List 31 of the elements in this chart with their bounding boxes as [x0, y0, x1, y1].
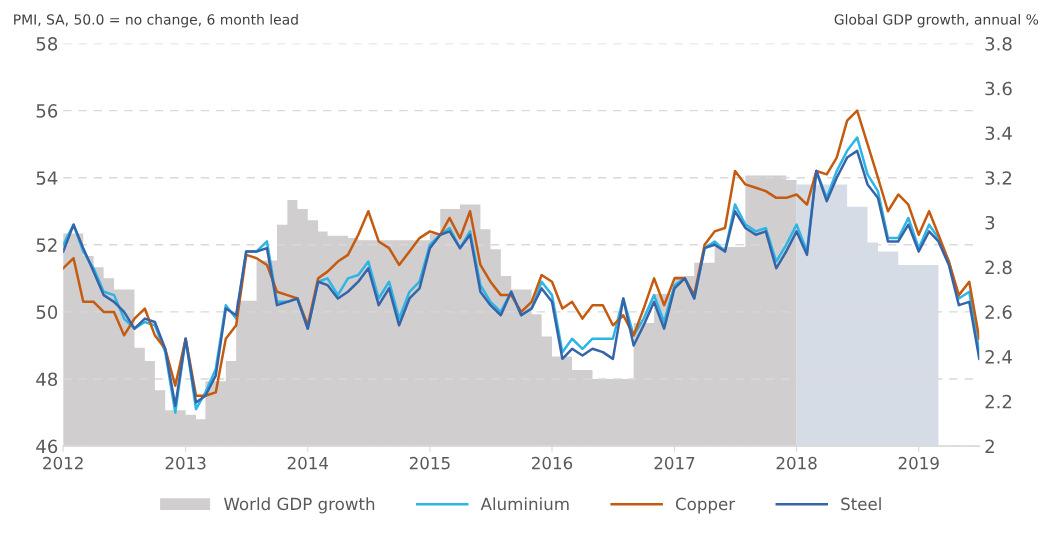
x-tick-label: 2015 — [409, 456, 450, 470]
y-tick-label: 48 — [36, 372, 58, 387]
legend-label: World GDP growth — [223, 497, 375, 514]
y2-tick-label: 3.2 — [985, 171, 1012, 185]
y2-tick-label: 3 — [985, 215, 995, 230]
x-tick-label: 2017 — [654, 456, 695, 470]
y2-tick-label: 2.4 — [985, 350, 1012, 364]
y2-axis-title: Global GDP growth, annual % — [834, 13, 1039, 28]
y-tick-label: 46 — [36, 439, 58, 454]
y-tick-label: 54 — [36, 171, 58, 185]
x-tick-label: 2012 — [43, 456, 83, 470]
legend-label: Aluminium — [480, 497, 569, 511]
y2-tick-label: 2.8 — [985, 260, 1012, 275]
legend-label: Copper — [675, 497, 736, 514]
y2-tick-label: 2.6 — [985, 305, 1012, 320]
y-axis-title: PMI, SA, 50.0 = no change, 6 month lead — [14, 13, 298, 28]
y2-tick-label: 3.4 — [985, 126, 1012, 141]
x-tick-label: 2014 — [287, 456, 329, 470]
y2-tick-label: 3.6 — [985, 81, 1012, 96]
x-tick-label: 2013 — [165, 456, 206, 470]
y-tick-label: 50 — [36, 305, 58, 320]
y2-tick-label: 3.8 — [985, 36, 1012, 51]
y2-tick-label: 2.2 — [985, 394, 1012, 409]
legend-label: Steel — [841, 497, 881, 511]
x-tick-label: 2018 — [776, 456, 817, 470]
y-tick-label: 56 — [36, 104, 58, 118]
y2-tick-label: 2 — [985, 439, 994, 453]
y-tick-label: 52 — [36, 238, 57, 252]
y-tick-label: 58 — [36, 36, 58, 51]
x-tick-label: 2016 — [532, 456, 573, 470]
x-tick-label: 2019 — [898, 456, 939, 470]
